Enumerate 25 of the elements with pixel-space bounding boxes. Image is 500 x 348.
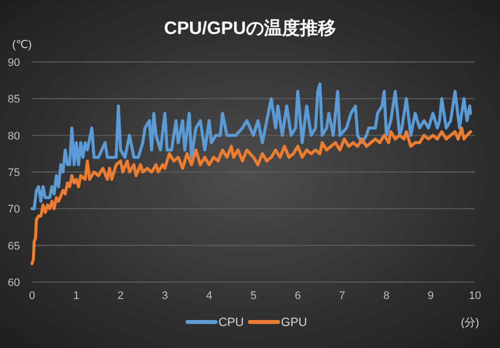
x-axis-title: (分) [460, 317, 480, 329]
x-tick-label: 0 [28, 290, 36, 302]
x-tick-label: 4 [206, 290, 212, 302]
x-tick-label: 8 [383, 290, 390, 302]
chart-title: CPU/GPUの温度推移 [164, 18, 336, 38]
x-tick-label: 7 [339, 290, 346, 302]
y-tick-label: 70 [8, 204, 20, 216]
y-tick-label: 65 [8, 240, 20, 252]
line-series [30, 126, 472, 266]
line-series [30, 82, 472, 210]
x-tick-label: 2 [118, 290, 124, 302]
legend-label: GPU [281, 315, 308, 329]
x-tick-label: 3 [162, 290, 168, 302]
x-tick-label: 5 [250, 290, 257, 302]
x-tick-label: 9 [428, 290, 434, 302]
y-tick-label: 60 [8, 277, 20, 289]
y-tick-label: 80 [8, 130, 20, 142]
x-tick-label: 6 [294, 290, 301, 302]
y-axis-title: (℃) [12, 39, 32, 51]
legend-label: CPU [218, 315, 244, 329]
y-tick-label: 85 [8, 94, 20, 106]
y-tick-label: 75 [8, 167, 20, 179]
x-tick-label: 1 [73, 290, 80, 302]
y-tick-label: 90 [8, 57, 20, 69]
x-tick-label: 10 [468, 290, 482, 302]
